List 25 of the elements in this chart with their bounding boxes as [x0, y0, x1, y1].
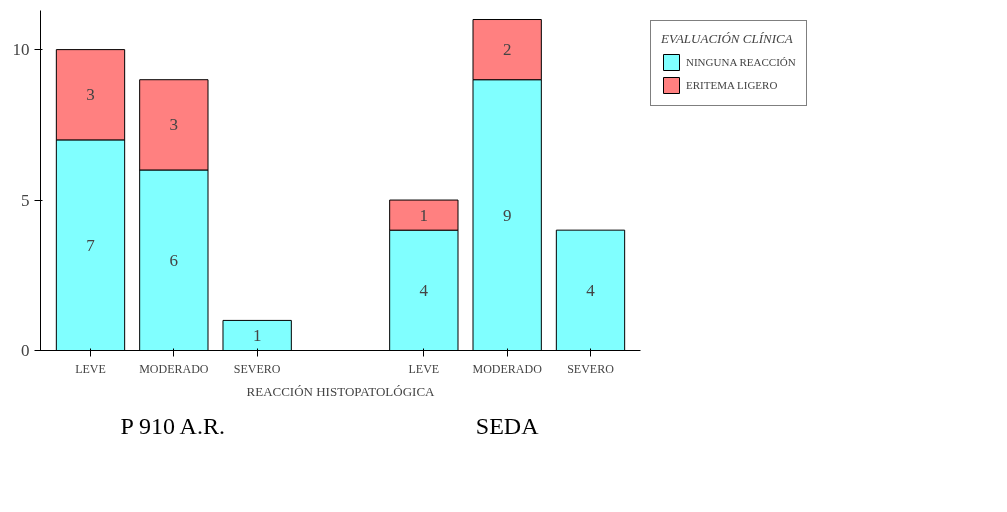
- data-label: 4: [586, 280, 596, 300]
- data-label: 3: [86, 85, 95, 105]
- data-label: 2: [502, 40, 512, 60]
- x-tick-label: SEVERO: [567, 361, 615, 376]
- y-tick-label: 5: [21, 190, 30, 210]
- data-label: 9: [502, 205, 512, 225]
- x-tick-label: MODERADO: [472, 361, 543, 376]
- y-tick-label: 0: [21, 341, 30, 360]
- x-tick-label: LEVE: [75, 361, 106, 376]
- legend-label: ERITEMA LIGERO: [686, 79, 778, 91]
- y-tick-label: 10: [12, 40, 30, 60]
- x-tick-label: SEVERO: [233, 361, 281, 376]
- text: SEDA: [475, 412, 540, 439]
- x-tick-label: LEVE: [408, 361, 440, 376]
- legend-label: NINGUNA REACCIÓN: [686, 56, 796, 68]
- x-tick-label: MODERADO: [139, 361, 209, 376]
- data-label: 1: [419, 205, 429, 225]
- data-label: 4: [419, 280, 429, 300]
- data-label: 3: [169, 115, 179, 135]
- x-axis-title: REACCIÓN HISTOPATOLÓGICA: [246, 383, 436, 399]
- legend-title: EVALUACIÓN CLÍNICA: [661, 31, 794, 47]
- data-label: 6: [169, 250, 179, 270]
- text: P 910 A.R.: [120, 412, 225, 439]
- data-label: 7: [86, 235, 96, 255]
- data-label: 1: [252, 325, 262, 345]
